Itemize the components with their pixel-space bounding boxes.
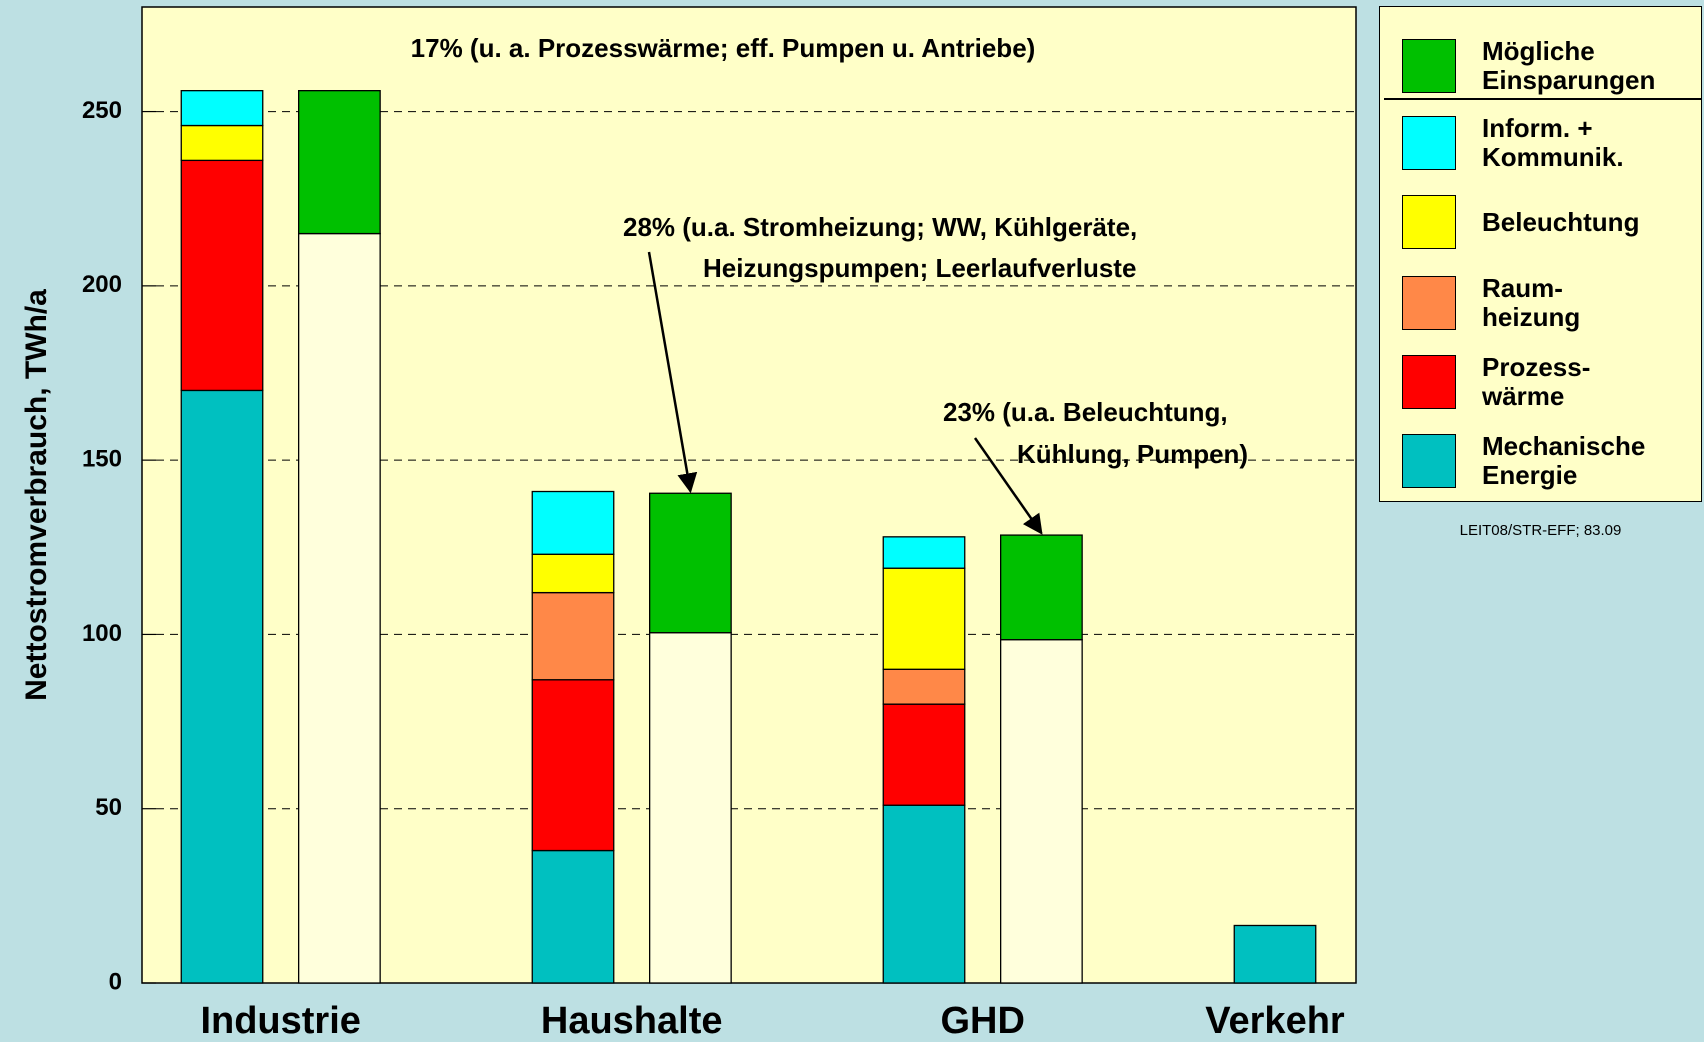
bar-segment [882,536,966,569]
bar-segment [882,804,966,984]
annotation: 17% (u. a. Prozesswärme; eff. Pumpen u. … [411,33,1036,63]
bar-segment [1000,534,1083,641]
y-tick-label: 200 [82,271,122,298]
x-tick-label: GHD [940,1000,1024,1042]
legend-swatch [1402,434,1456,488]
bar-segment [882,668,966,705]
legend-entry: Mögliche Einsparungen [1402,36,1692,95]
annotation: Kühlung, Pumpen) [1017,439,1248,469]
legend-swatch [1402,39,1456,93]
x-tick-label: Haushalte [541,1000,723,1042]
bar-segment [180,159,264,392]
legend-swatch [1402,195,1456,249]
x-tick-label: Industrie [200,1000,360,1042]
legend-label: Raum- heizung [1482,273,1581,332]
legend-separator [1384,98,1701,100]
footnote: LEIT08/STR-EFF; 83.09 [1459,522,1622,539]
y-tick-label: 250 [82,97,122,124]
y-tick-label: 0 [109,968,122,995]
legend-label: Mögliche Einsparungen [1482,36,1656,95]
bar-segment [180,124,264,162]
bar-segment [1233,924,1317,984]
legend-label: Beleuchtung [1482,206,1640,237]
bar-segment [531,679,615,852]
legend-swatch [1402,355,1456,409]
legend-swatch [1402,276,1456,330]
bar-segment [882,567,966,670]
annotation: Heizungspumpen; Leerlaufverluste [703,253,1136,283]
bar-segment [180,389,264,984]
legend-label: Prozess- wärme [1482,352,1591,411]
legend-entry: Mechanische Energie [1402,431,1692,490]
bar-segment [531,591,615,681]
bar-segment [297,232,381,984]
y-tick-label: 50 [95,794,122,821]
legend-swatch [1402,116,1456,170]
annotation: 23% (u.a. Beleuchtung, [943,397,1228,427]
bar-segment [531,490,615,555]
arrow [647,251,698,494]
bar-segment [882,703,966,806]
annotation: 28% (u.a. Stromheizung; WW, Kühlgeräte, [623,212,1137,242]
bar-segment [649,492,732,634]
arrow [973,437,1043,535]
bar-segment [180,90,264,127]
legend-label: Mechanische Energie [1482,431,1646,490]
legend-entry: Prozess- wärme [1402,352,1692,411]
x-tick-label: Verkehr [1205,1000,1345,1042]
y-tick-label: 150 [82,445,122,472]
legend-label: Inform. + Kommunik. [1482,113,1624,172]
y-tick-label: 100 [82,620,122,647]
legend-entry: Inform. + Kommunik. [1402,113,1692,172]
legend-entry: Raum- heizung [1402,273,1692,332]
y-axis-label: Nettostromverbrauch, TWh/a [20,289,53,701]
bar-segment [297,90,381,235]
bar-segment [649,632,732,984]
legend-entry: Beleuchtung [1402,194,1692,250]
legend: Mögliche Einsparungen Inform. + Kommunik.… [1379,6,1702,502]
bar-segment [1000,639,1083,984]
bar-segment [531,849,615,984]
bar-segment [531,553,615,594]
